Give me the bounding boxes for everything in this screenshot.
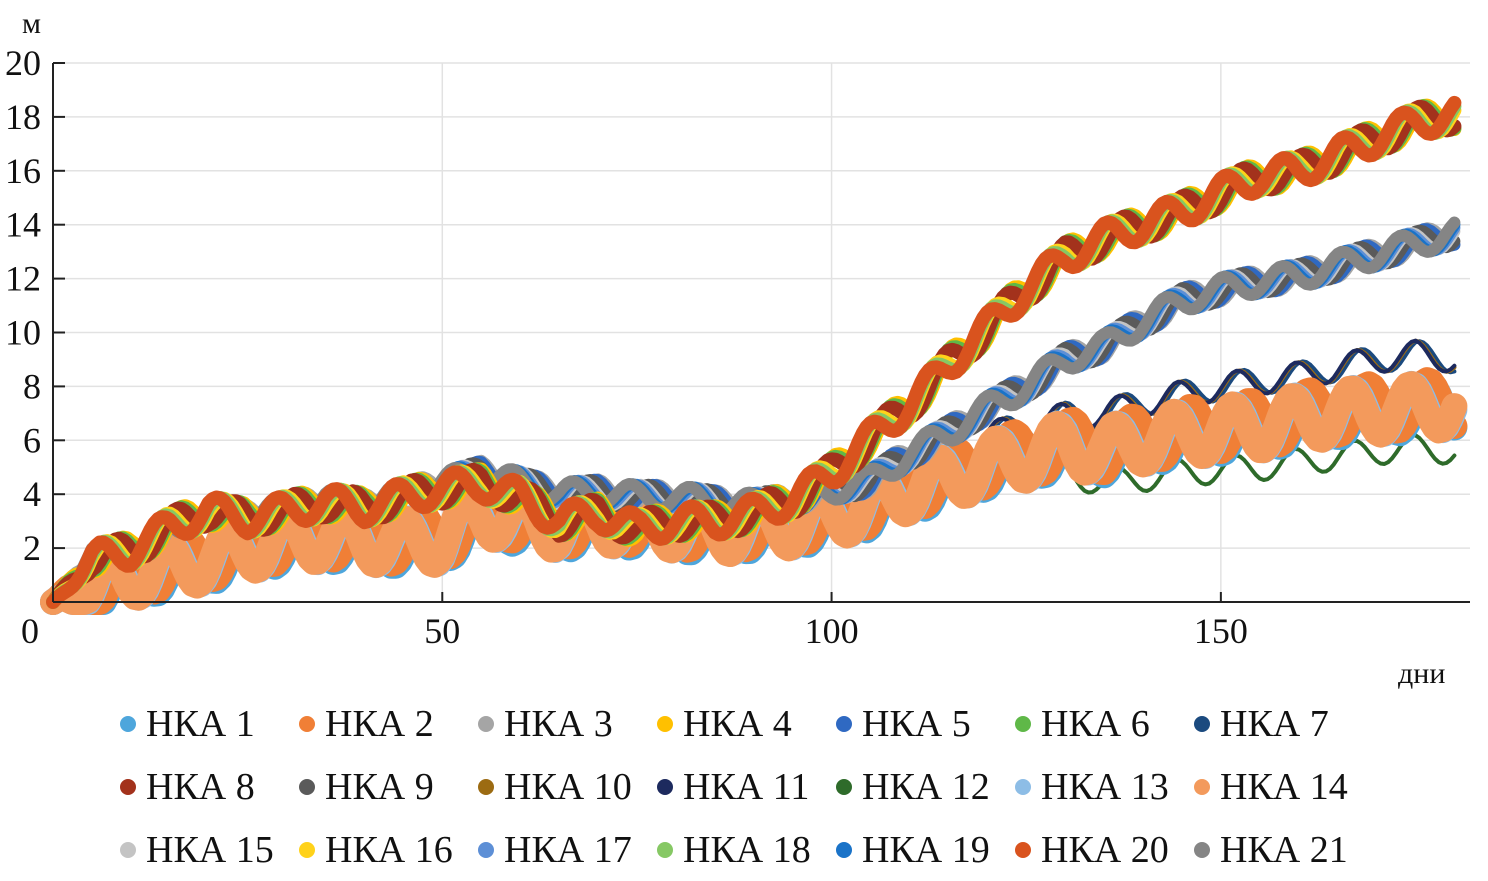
legend-label: НКА 2 (325, 702, 434, 745)
legend-item: НКА 19 (836, 818, 1015, 881)
legend-item: НКА 13 (1015, 755, 1194, 818)
legend-label: НКА 3 (504, 702, 613, 745)
legend-grid: НКА 1 НКА 2 НКА 3 НКА 4 НКА 5 НКА 6 НКА 7 НКА 8… (120, 692, 1480, 881)
legend-marker-icon (299, 715, 315, 732)
legend-item: НКА 3 (478, 692, 657, 755)
y-tick-label: 8 (23, 366, 41, 406)
legend-marker-icon (1194, 778, 1210, 795)
legend-marker-icon (120, 841, 136, 858)
legend-item: НКА 1 (120, 692, 299, 755)
x-axis-label: дни (1398, 657, 1445, 690)
legend-label: НКА 10 (504, 765, 632, 808)
y-tick-label: 2 (23, 528, 41, 568)
legend-item: НКА 6 (1015, 692, 1194, 755)
legend-marker-icon (1015, 778, 1031, 795)
legend-item: НКА 2 (299, 692, 478, 755)
y-tick-label: 4 (23, 474, 41, 514)
legend-label: НКА 6 (1041, 702, 1150, 745)
x-tick-label: 100 (805, 611, 859, 651)
tick-labels: 2 4 6 8 10 12 14 16 18 20 0 50 100 150 (5, 43, 1248, 651)
legend-label: НКА 13 (1041, 765, 1169, 808)
legend-item: НКА 16 (299, 818, 478, 881)
legend-label: НКА 17 (504, 828, 632, 871)
legend-label: НКА 11 (683, 765, 810, 808)
legend-item: НКА 18 (657, 818, 836, 881)
y-tick-label: 16 (5, 151, 41, 191)
legend-label: НКА 9 (325, 765, 434, 808)
y-tick-label: 18 (5, 97, 41, 137)
x-tick-label: 0 (21, 611, 39, 651)
line-chart: 2 4 6 8 10 12 14 16 18 20 0 50 100 150 м дни (5, 7, 1470, 690)
legend-label: НКА 19 (862, 828, 990, 871)
legend-label: НКА 1 (146, 702, 255, 745)
legend-label: НКА 16 (325, 828, 453, 871)
legend-item: НКА 21 (1194, 818, 1373, 881)
legend-marker-icon (478, 841, 494, 858)
legend-label: НКА 12 (862, 765, 990, 808)
legend-item: НКА 4 (657, 692, 836, 755)
legend-item: НКА 5 (836, 692, 1015, 755)
legend-item: НКА 14 (1194, 755, 1373, 818)
y-axis-label: м (22, 7, 41, 40)
legend-item: НКА 11 (657, 755, 836, 818)
legend: НКА 1 НКА 2 НКА 3 НКА 4 НКА 5 НКА 6 НКА 7 НКА 8… (120, 692, 1480, 881)
legend-marker-icon (299, 841, 315, 858)
legend-item: НКА 7 (1194, 692, 1373, 755)
legend-label: НКА 8 (146, 765, 255, 808)
legend-label: НКА 15 (146, 828, 274, 871)
legend-marker-icon (1194, 841, 1210, 858)
legend-marker-icon (120, 778, 136, 795)
legend-label: НКА 4 (683, 702, 792, 745)
legend-item: НКА 10 (478, 755, 657, 818)
legend-item: НКА 17 (478, 818, 657, 881)
legend-marker-icon (836, 841, 852, 858)
series-line-20 (46, 95, 1462, 609)
legend-marker-icon (478, 715, 494, 732)
legend-label: НКА 14 (1220, 765, 1348, 808)
legend-item: НКА 12 (836, 755, 1015, 818)
legend-marker-icon (657, 778, 673, 795)
y-tick-label: 6 (23, 420, 41, 460)
legend-marker-icon (120, 715, 136, 732)
chart-axes (52, 62, 1470, 603)
legend-label: НКА 18 (683, 828, 811, 871)
legend-marker-icon (657, 715, 673, 732)
legend-marker-icon (836, 778, 852, 795)
legend-label: НКА 20 (1041, 828, 1169, 871)
legend-marker-icon (1015, 841, 1031, 858)
legend-item: НКА 20 (1015, 818, 1194, 881)
y-tick-label: 12 (5, 259, 41, 299)
legend-marker-icon (299, 778, 315, 795)
legend-marker-icon (478, 778, 494, 795)
legend-item: НКА 9 (299, 755, 478, 818)
legend-item: НКА 15 (120, 818, 299, 881)
y-tick-label: 14 (5, 205, 41, 245)
legend-label: НКА 7 (1220, 702, 1329, 745)
legend-marker-icon (836, 715, 852, 732)
series-layer (40, 95, 1468, 615)
legend-marker-icon (1015, 715, 1031, 732)
x-tick-label: 150 (1194, 611, 1248, 651)
chart-grid (53, 62, 1470, 602)
y-tick-label: 10 (5, 313, 41, 353)
x-tick-label: 50 (424, 611, 460, 651)
legend-label: НКА 21 (1220, 828, 1348, 871)
legend-item: НКА 8 (120, 755, 299, 818)
y-tick-label: 20 (5, 43, 41, 83)
legend-marker-icon (657, 841, 673, 858)
legend-label: НКА 5 (862, 702, 971, 745)
legend-marker-icon (1194, 715, 1210, 732)
